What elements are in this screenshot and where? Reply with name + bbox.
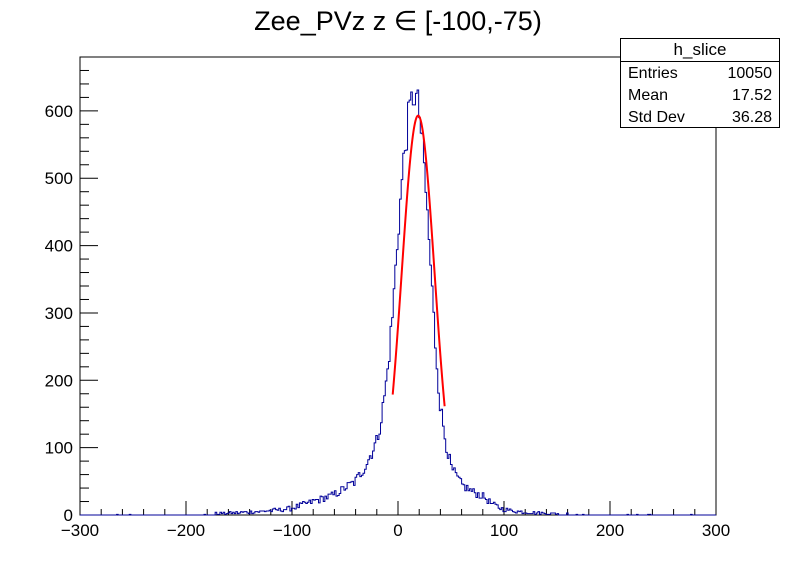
gaussian-fit-curve	[391, 114, 446, 407]
std-value: 36.28	[731, 109, 772, 126]
x-tick-label: 300	[702, 521, 730, 540]
y-tick-label: 200	[45, 371, 73, 390]
y-tick-label: 600	[45, 102, 73, 121]
std-label: Std Dev	[628, 109, 685, 126]
x-tick-label: −200	[167, 521, 205, 540]
mean-label: Mean	[628, 87, 669, 104]
y-tick-label: 500	[45, 169, 73, 188]
stats-row-entries: Entries 10050	[621, 62, 779, 84]
stats-title: h_slice	[621, 39, 779, 62]
x-tick-label: −100	[273, 521, 311, 540]
stats-row-mean: Mean 17.52	[621, 84, 779, 106]
x-tick-label: 0	[393, 521, 402, 540]
stats-box: h_slice Entries 10050 Mean 17.52 Std Dev…	[620, 38, 780, 128]
axes: −300 −200 −100 0 100 200 300 0 100 200 300 400 500 60…	[45, 56, 730, 540]
entries-value: 10050	[727, 65, 773, 82]
x-tick-label: −300	[61, 521, 99, 540]
histogram-series	[80, 89, 716, 516]
y-tick-label: 100	[45, 439, 73, 458]
y-tick-label: 300	[45, 304, 73, 323]
y-tick-label: 0	[64, 506, 73, 525]
chart-title: Zee_PVz z ∈ [-100,-75)	[254, 6, 542, 36]
x-tick-label: 200	[596, 521, 624, 540]
y-tick-label: 400	[45, 237, 73, 256]
x-tick-label: 100	[490, 521, 518, 540]
mean-value: 17.52	[731, 87, 772, 104]
entries-label: Entries	[628, 65, 678, 82]
stats-row-std: Std Dev 36.28	[621, 106, 779, 128]
